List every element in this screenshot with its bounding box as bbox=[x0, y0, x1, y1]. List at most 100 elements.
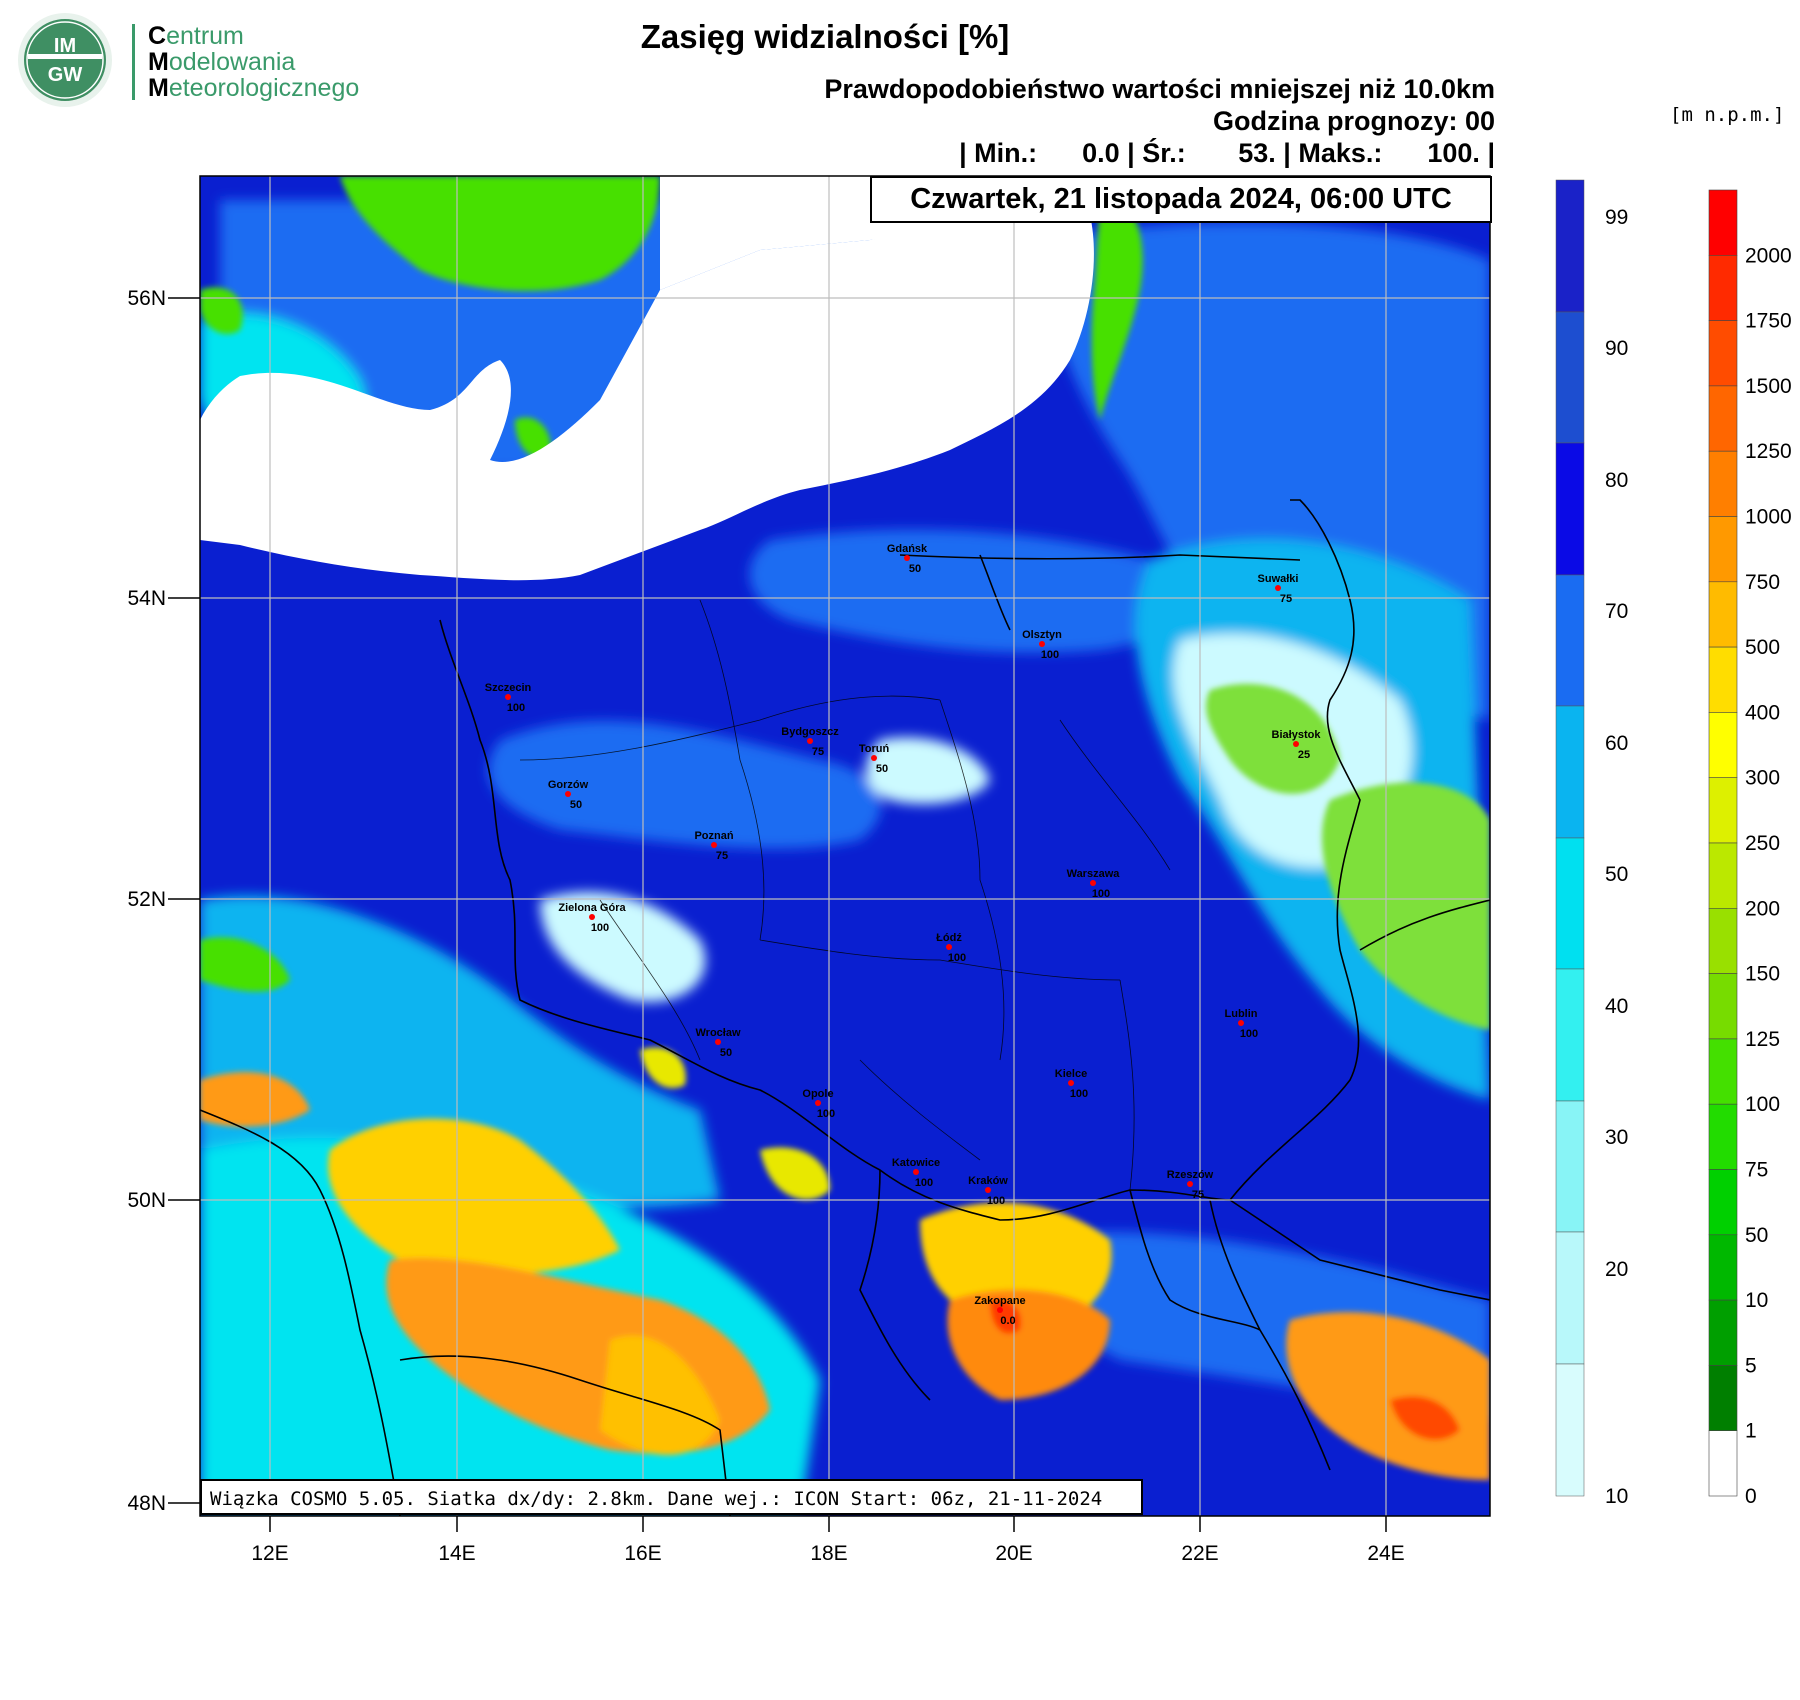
city-marker: Białystok 25 bbox=[1272, 729, 1322, 761]
city-value: 50 bbox=[720, 1047, 732, 1059]
height-legend-band bbox=[1708, 1365, 1738, 1432]
probability-legend-label: 60 bbox=[1605, 732, 1628, 755]
city-marker: Gorzów 50 bbox=[548, 779, 589, 811]
city-value: 50 bbox=[876, 763, 888, 775]
city-marker: Kraków 100 bbox=[968, 1175, 1008, 1207]
svg-text:GW: GW bbox=[48, 64, 83, 86]
city-dot bbox=[946, 944, 952, 950]
city-marker: Kielce 100 bbox=[1055, 1068, 1088, 1100]
city-value: 75 bbox=[1192, 1189, 1204, 1201]
height-legend-label: 1250 bbox=[1745, 440, 1792, 463]
city-dot bbox=[815, 1100, 821, 1106]
probability-legend-label: 10 bbox=[1605, 1485, 1628, 1508]
lon-label-22e: 22E bbox=[1181, 1542, 1218, 1565]
height-legend-band bbox=[1708, 1038, 1738, 1105]
city-dot bbox=[871, 755, 877, 761]
city-name: Wrocław bbox=[695, 1027, 740, 1039]
height-legend-label: 1 bbox=[1745, 1420, 1757, 1443]
city-value: 100 bbox=[817, 1108, 835, 1120]
city-name: Zakopane bbox=[974, 1295, 1025, 1307]
city-marker: Katowice 100 bbox=[892, 1157, 940, 1189]
city-dot bbox=[715, 1039, 721, 1045]
city-dot bbox=[997, 1307, 1003, 1313]
probability-legend: 99 90 80 70 60 50 40 30 20 10 bbox=[1555, 179, 1628, 1508]
height-legend-band bbox=[1708, 516, 1738, 583]
city-marker: Zakopane 0.0 bbox=[974, 1295, 1025, 1327]
city-marker: Bydgoszcz 75 bbox=[781, 726, 839, 758]
probability-legend-band bbox=[1555, 1100, 1585, 1233]
city-value: 0.0 bbox=[1000, 1315, 1015, 1327]
height-legend-label: 10 bbox=[1745, 1289, 1768, 1312]
voivodeship-borders bbox=[519, 599, 1171, 1191]
city-value: 75 bbox=[716, 850, 728, 862]
city-marker: Poznań 75 bbox=[694, 830, 733, 862]
city-value: 100 bbox=[1070, 1088, 1088, 1100]
lat-label-56n: 56N bbox=[127, 287, 166, 310]
height-legend-label: 1500 bbox=[1745, 375, 1792, 398]
height-legend-label: 5 bbox=[1745, 1354, 1757, 1377]
map-frame bbox=[199, 175, 1491, 1517]
city-marker: Olsztyn 100 bbox=[1022, 629, 1062, 661]
city-name: Opole bbox=[802, 1088, 833, 1100]
city-marker: Suwałki 75 bbox=[1258, 573, 1299, 605]
height-unit-label: [m n.p.m.] bbox=[1670, 104, 1785, 126]
city-name: Kraków bbox=[968, 1175, 1008, 1187]
forecast-date: Czwartek, 21 listopada 2024, 06:00 UTC bbox=[870, 176, 1492, 223]
city-name: Szczecin bbox=[485, 682, 532, 694]
city-value: 75 bbox=[812, 746, 824, 758]
probability-legend-band bbox=[1555, 1231, 1585, 1365]
city-name: Toruń bbox=[859, 743, 890, 755]
height-legend-label: 400 bbox=[1745, 701, 1780, 724]
lon-label-12e: 12E bbox=[251, 1542, 288, 1565]
city-dot bbox=[1039, 641, 1045, 647]
city-name: Olsztyn bbox=[1022, 629, 1062, 641]
city-marker: Zielona Góra 100 bbox=[558, 902, 626, 934]
height-legend-band bbox=[1708, 581, 1738, 648]
height-legend-label: 500 bbox=[1745, 636, 1780, 659]
city-name: Lublin bbox=[1225, 1008, 1258, 1020]
height-legend-label: 300 bbox=[1745, 767, 1780, 790]
city-value: 100 bbox=[591, 922, 609, 934]
probability-legend-band bbox=[1555, 968, 1585, 1102]
height-legend: 2000175015001250100075050040030025020015… bbox=[1708, 189, 1792, 1508]
city-marker: Wrocław 50 bbox=[695, 1027, 740, 1059]
imgw-logo: IM GW Centrum Modelowania Meteorologiczn… bbox=[10, 10, 390, 110]
logo-divider bbox=[132, 24, 135, 100]
city-marker: Toruń 50 bbox=[859, 743, 890, 775]
city-value: 100 bbox=[507, 702, 525, 714]
logo-line-1: Centrum bbox=[148, 22, 244, 50]
lon-label-20e: 20E bbox=[995, 1542, 1032, 1565]
height-legend-band bbox=[1708, 973, 1738, 1040]
city-marker: Gdańsk 50 bbox=[887, 543, 928, 575]
city-name: Poznań bbox=[694, 830, 733, 842]
height-legend-band bbox=[1708, 385, 1738, 452]
svg-text:IM: IM bbox=[54, 35, 76, 57]
imgw-emblem-icon: IM GW bbox=[18, 13, 112, 107]
model-run-info: Wiązka COSMO 5.05. Siatka dx/dy: 2.8km. … bbox=[200, 1479, 1143, 1515]
height-legend-band bbox=[1708, 907, 1738, 974]
city-name: Katowice bbox=[892, 1157, 940, 1169]
city-name: Bydgoszcz bbox=[781, 726, 839, 738]
city-dot bbox=[904, 555, 910, 561]
probability-legend-label: 99 bbox=[1605, 206, 1628, 229]
city-marker: Szczecin 100 bbox=[485, 682, 532, 714]
height-legend-label: 250 bbox=[1745, 832, 1780, 855]
city-name: Gdańsk bbox=[887, 543, 928, 555]
lon-label-18e: 18E bbox=[810, 1542, 847, 1565]
height-legend-label: 200 bbox=[1745, 897, 1780, 920]
probability-legend-label: 30 bbox=[1605, 1126, 1628, 1149]
probability-legend-label: 50 bbox=[1605, 863, 1628, 886]
city-dot bbox=[565, 791, 571, 797]
height-legend-band bbox=[1708, 320, 1738, 387]
probability-legend-band bbox=[1555, 179, 1585, 313]
city-name: Białystok bbox=[1272, 729, 1322, 741]
city-dot bbox=[1238, 1020, 1244, 1026]
height-legend-band bbox=[1708, 777, 1738, 844]
height-legend-label: 150 bbox=[1745, 963, 1780, 986]
height-legend-band bbox=[1708, 1299, 1738, 1366]
city-value: 100 bbox=[1041, 649, 1059, 661]
height-legend-label: 2000 bbox=[1745, 244, 1792, 267]
city-value: 100 bbox=[948, 952, 966, 964]
probability-legend-band bbox=[1555, 837, 1585, 970]
height-legend-band bbox=[1708, 189, 1738, 256]
